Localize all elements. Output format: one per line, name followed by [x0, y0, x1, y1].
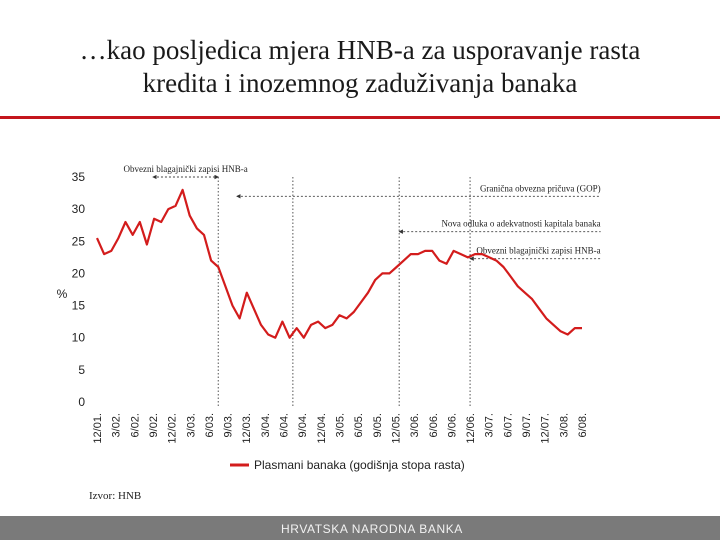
footer-bank-name: HRVATSKA NARODNA BANKA [281, 522, 463, 536]
x-tick-label: 6/04. [279, 413, 291, 437]
series-line [95, 188, 582, 339]
x-tick-label: 6/03. [204, 413, 216, 437]
x-tick-label: 3/03. [185, 413, 197, 437]
legend-label: Plasmani banaka (godišnja stopa rasta) [254, 458, 465, 472]
x-tick-label: 6/02. [129, 413, 141, 437]
x-tick-label: 3/05. [335, 413, 347, 437]
title-divider [0, 116, 720, 119]
y-axis-label: % [57, 287, 68, 301]
slide-title-line-1: …kao posljedica mjera HNB-a za usporavan… [79, 35, 641, 65]
x-tick-label: 9/04. [297, 413, 309, 437]
x-tick-label: 12/02. [167, 413, 179, 444]
x-tick-label: 3/08. [558, 413, 570, 437]
y-tick-label: 30 [72, 202, 86, 216]
footer-bar: HRVATSKA NARODNA BANKA [0, 516, 720, 540]
line-chart: 0 5 10 15 20 25 30 35% 12/01. 3/02. 6/02. 9/02. 12/0… [57, 164, 601, 472]
y-tick-label: 35 [72, 170, 86, 184]
slide-title-line-2: kredita i inozemnog zaduživanja banaka [142, 68, 578, 98]
y-tick-label: 25 [72, 234, 86, 248]
x-tick-label: 12/05. [390, 413, 402, 444]
x-tick-label: 3/07. [484, 413, 496, 437]
annotation-label: Obvezni blagajnički zapisi HNB-a [123, 164, 247, 174]
x-tick-label: 9/05. [372, 413, 384, 437]
slide-title: …kao posljedica mjera HNB-a za usporavan… [0, 34, 720, 100]
annotation-label: Granična obvezna pričuva (GOP) [480, 183, 601, 193]
x-tick-label: 12/01. [92, 413, 104, 444]
x-tick-label: 6/07. [502, 413, 514, 437]
x-tick-label: 6/08. [577, 413, 589, 437]
x-tick-label: 12/07. [540, 413, 552, 444]
x-tick-label: 3/06. [409, 413, 421, 437]
x-tick-label: 9/06. [446, 413, 458, 437]
x-tick-label: 12/04. [316, 413, 328, 444]
y-tick-label: 10 [72, 331, 86, 345]
source-note: Izvor: HNB [89, 490, 142, 502]
annotation-label: Nova odluka o adekvatnosti kapitala bana… [441, 219, 600, 229]
y-tick-label: 20 [72, 266, 86, 280]
x-tick-label: 3/02. [111, 413, 123, 437]
annotation-label: Obvezni blagajnički zapisi HNB-a [476, 246, 600, 256]
x-tick-label: 9/02. [148, 413, 160, 437]
x-tick-label: 6/05. [353, 413, 365, 437]
y-tick-label: 15 [72, 299, 86, 313]
y-tick-label: 5 [78, 363, 85, 377]
x-tick-label: 6/06. [428, 413, 440, 437]
x-tick-label: 9/03. [223, 413, 235, 437]
x-tick-label: 3/04. [260, 413, 272, 437]
x-tick-label: 12/06. [465, 413, 477, 444]
x-tick-label: 9/07. [521, 413, 533, 437]
x-tick-label: 12/03. [241, 413, 253, 444]
y-tick-label: 0 [78, 395, 85, 409]
